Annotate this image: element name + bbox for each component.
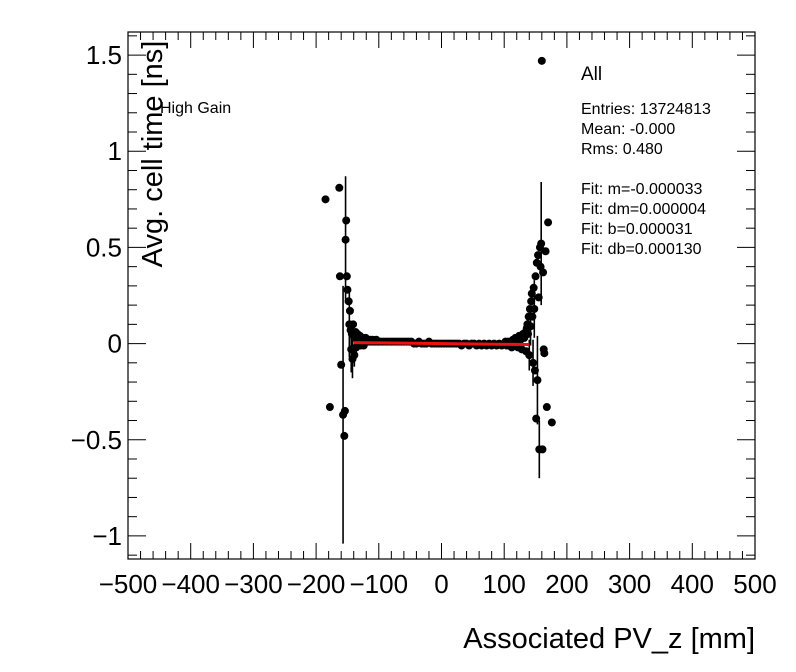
- data-point: [350, 351, 359, 360]
- y-tick-label: 0.5: [86, 232, 122, 262]
- stats-line: Fit: db=0.000130: [581, 241, 702, 258]
- data-point: [539, 268, 548, 277]
- y-tick-label: 0: [108, 329, 122, 359]
- data-point: [321, 195, 330, 204]
- data-point: [530, 304, 539, 313]
- stats-line: Entries: 13724813: [581, 101, 711, 118]
- y-axis-ticks: [128, 35, 755, 556]
- data-point: [337, 360, 346, 369]
- data-point: [540, 349, 549, 358]
- data-point: [544, 218, 553, 227]
- x-tick-label: 400: [671, 569, 714, 599]
- data-point: [527, 297, 536, 306]
- y-axis-tick-labels: −1 −0.5 0 0.5 1 1.5: [71, 40, 122, 551]
- x-tick-label: −100: [350, 569, 409, 599]
- data-point: [342, 216, 351, 225]
- stats-line: Fit: b=0.000031: [581, 221, 693, 238]
- stats-line: Rms: 0.480: [581, 141, 663, 158]
- data-point: [525, 351, 534, 360]
- data-point: [349, 320, 358, 329]
- stats-line: Fit: m=-0.000033: [581, 181, 703, 198]
- data-point: [547, 418, 556, 427]
- x-tick-label: 300: [608, 569, 651, 599]
- data-point: [538, 445, 547, 454]
- data-point: [341, 235, 350, 244]
- x-tick-label: 500: [733, 569, 776, 599]
- gain-annotation: High Gain: [160, 100, 231, 117]
- data-point: [342, 272, 351, 281]
- x-axis-ticks: [127, 32, 756, 559]
- x-axis-title: Associated PV_z [mm]: [463, 623, 755, 655]
- x-tick-label: 200: [545, 569, 588, 599]
- data-point: [528, 312, 537, 321]
- data-point: [340, 431, 349, 440]
- x-tick-label: 0: [434, 569, 448, 599]
- data-point: [533, 376, 542, 385]
- stats-line: Mean: -0.000: [581, 121, 675, 138]
- stats-box: Entries: 13724813 Mean: -0.000 Rms: 0.480 F…: [581, 101, 711, 258]
- data-point: [534, 251, 543, 260]
- x-tick-label: −200: [287, 569, 346, 599]
- y-tick-label: 1.5: [86, 40, 122, 70]
- x-tick-label: −300: [224, 569, 283, 599]
- data-point: [537, 56, 546, 65]
- data-point: [335, 183, 344, 192]
- data-point: [542, 403, 551, 412]
- data-point: [541, 247, 550, 256]
- x-axis-tick-labels: −500 −400 −300 −200 −100 0 100 200 300 400 500: [99, 569, 777, 599]
- y-tick-label: 1: [108, 136, 122, 166]
- data-point: [345, 306, 354, 315]
- x-tick-label: −400: [161, 569, 220, 599]
- stats-line: Fit: dm=0.000004: [581, 201, 706, 218]
- data-point: [526, 322, 535, 331]
- x-tick-label: 100: [483, 569, 526, 599]
- data-point: [529, 358, 538, 367]
- stats-title: All: [581, 64, 602, 85]
- data-point: [340, 406, 349, 415]
- data-point: [335, 272, 344, 281]
- y-tick-label: −1: [92, 521, 122, 551]
- data-point: [531, 272, 540, 281]
- data-point: [537, 239, 546, 248]
- y-axis-title: Avg. cell time [ns]: [137, 41, 169, 268]
- x-tick-label: −500: [99, 569, 158, 599]
- data-point: [325, 403, 334, 412]
- y-tick-label: −0.5: [71, 425, 122, 455]
- fit-line: [353, 341, 530, 347]
- data-point: [343, 285, 352, 294]
- data-points: [321, 56, 556, 544]
